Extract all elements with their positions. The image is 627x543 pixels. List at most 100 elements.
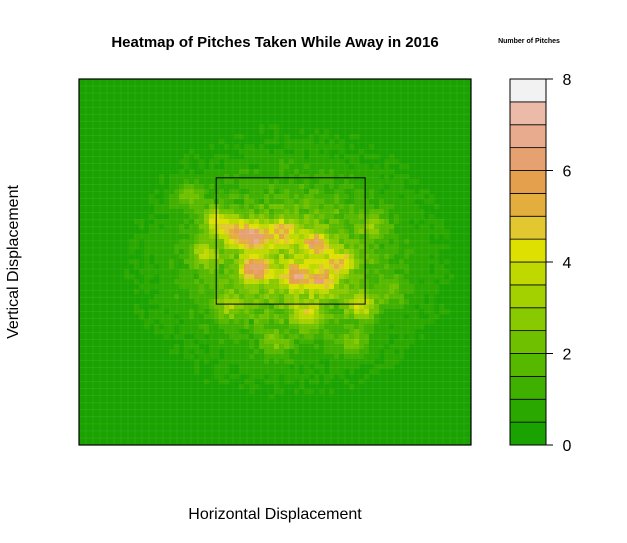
heatmap-cell [409, 269, 415, 275]
heatmap-cell [184, 204, 190, 210]
heatmap-cell [274, 249, 280, 255]
heatmap-cell [214, 154, 220, 160]
heatmap-cell [384, 329, 390, 335]
heatmap-cell [364, 154, 370, 160]
heatmap-cell [249, 274, 255, 280]
heatmap-cell [184, 254, 190, 260]
heatmap-cell [359, 334, 365, 340]
heatmap-cell [384, 289, 390, 295]
heatmap-cell [249, 389, 255, 395]
heatmap-cell [229, 209, 235, 215]
heatmap-cell [254, 239, 260, 245]
heatmap-cell [324, 354, 330, 360]
heatmap-cell [204, 239, 210, 245]
heatmap-cell [254, 364, 260, 370]
heatmap-cell [329, 214, 335, 220]
heatmap-cell [229, 194, 235, 200]
heatmap-cell [364, 329, 370, 335]
heatmap-cell [379, 314, 385, 320]
heatmap-cell [244, 274, 250, 280]
heatmap-cell [319, 164, 325, 170]
heatmap-cell [349, 364, 355, 370]
heatmap-cell [134, 219, 140, 225]
heatmap-cell [279, 334, 285, 340]
heatmap-cell [394, 174, 400, 180]
heatmap-cell [174, 189, 180, 195]
heatmap-cell [214, 204, 220, 210]
heatmap-cell [334, 174, 340, 180]
heatmap-cell [309, 379, 315, 385]
heatmap-cell [439, 224, 445, 230]
heatmap-cell [399, 354, 405, 360]
heatmap-cell [189, 194, 195, 200]
heatmap-cell [364, 314, 370, 320]
heatmap-cell [409, 334, 415, 340]
heatmap-cell [129, 259, 135, 265]
heatmap-cell [234, 229, 240, 235]
heatmap-cell [314, 249, 320, 255]
heatmap-cell [199, 319, 205, 325]
heatmap-cell [319, 344, 325, 350]
heatmap-cell [334, 299, 340, 305]
heatmap-cell [189, 234, 195, 240]
heatmap-cell [259, 154, 265, 160]
heatmap-cell [274, 389, 280, 395]
heatmap-cell [284, 364, 290, 370]
heatmap-cell [274, 339, 280, 345]
heatmap-cell [299, 374, 305, 380]
heatmap-cell [304, 139, 310, 145]
heatmap-cell [364, 189, 370, 195]
heatmap-cell [204, 209, 210, 215]
heatmap-cell [399, 249, 405, 255]
heatmap-cell [409, 309, 415, 315]
heatmap-cell [269, 294, 275, 300]
heatmap-cell [419, 254, 425, 260]
heatmap-cell [399, 204, 405, 210]
heatmap-cell [379, 344, 385, 350]
heatmap-cell [354, 169, 360, 175]
heatmap-cell [394, 234, 400, 240]
heatmap-cell [334, 169, 340, 175]
heatmap-cell [129, 239, 135, 245]
heatmap-cell [279, 209, 285, 215]
heatmap-cell [399, 214, 405, 220]
heatmap-cell [164, 249, 170, 255]
heatmap-cell [154, 219, 160, 225]
heatmap-cell [324, 299, 330, 305]
heatmap-cell [229, 344, 235, 350]
heatmap-cell [209, 199, 215, 205]
heatmap-cell [254, 264, 260, 270]
heatmap-cell [259, 364, 265, 370]
heatmap-cell [189, 299, 195, 305]
heatmap-cell [334, 209, 340, 215]
heatmap-cell [259, 349, 265, 355]
heatmap-cell [124, 269, 130, 275]
heatmap-cell [284, 309, 290, 315]
heatmap-cell [364, 214, 370, 220]
heatmap-cell [239, 289, 245, 295]
heatmap-cell [144, 254, 150, 260]
heatmap-cell [219, 294, 225, 300]
legend-color-band [509, 421, 547, 446]
heatmap-cell [344, 319, 350, 325]
heatmap-cell [339, 259, 345, 265]
heatmap-cell [359, 149, 365, 155]
heatmap-cell [319, 329, 325, 335]
heatmap-cell [184, 344, 190, 350]
heatmap-cell [359, 199, 365, 205]
heatmap-cell [239, 264, 245, 270]
heatmap-cell [334, 219, 340, 225]
heatmap-cell [264, 329, 270, 335]
heatmap-cell [179, 264, 185, 270]
heatmap-cell [269, 319, 275, 325]
heatmap-cell [164, 209, 170, 215]
heatmap-cell [354, 294, 360, 300]
heatmap-cell [294, 169, 300, 175]
heatmap-cell [339, 149, 345, 155]
heatmap-cell [284, 284, 290, 290]
heatmap-cell [184, 289, 190, 295]
heatmap-cell [404, 244, 410, 250]
heatmap-cell [404, 324, 410, 330]
heatmap-cell [229, 224, 235, 230]
heatmap-cell [249, 299, 255, 305]
